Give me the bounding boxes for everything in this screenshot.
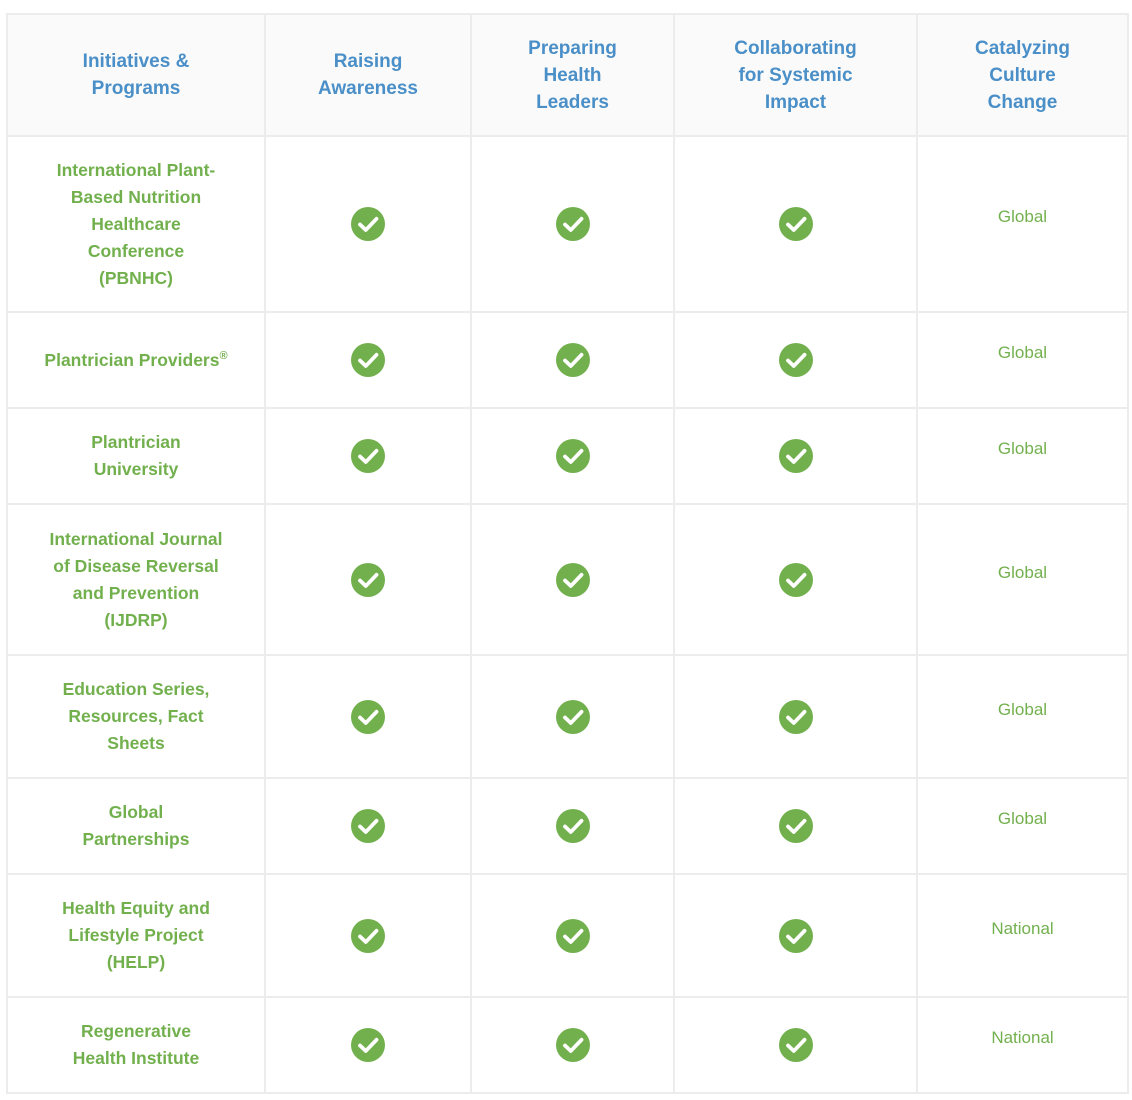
check-circle-icon — [350, 808, 386, 844]
header-preparing-health-leaders: Preparing Health Leaders — [470, 13, 675, 137]
scope-label: National — [991, 1028, 1054, 1047]
cell-collaborating-systemic-impact — [673, 996, 918, 1094]
header-raising-awareness: Raising Awareness — [264, 13, 472, 137]
check-circle-icon — [555, 342, 591, 378]
program-name-cell: Regenerative Health Institute — [6, 996, 266, 1094]
header-catalyzing-culture-change: Catalyzing Culture Change — [916, 13, 1129, 137]
registered-mark: ® — [219, 349, 228, 362]
scope-label: Global — [997, 699, 1048, 719]
header-collaborating-systemic-impact: Collaborating for Systemic Impact — [673, 13, 918, 137]
check-circle-icon — [350, 918, 386, 954]
cell-catalyzing-culture-change: Global — [916, 135, 1129, 313]
program-name: Global Partnerships — [82, 802, 190, 849]
cell-preparing-health-leaders — [470, 135, 675, 313]
cell-collaborating-systemic-impact — [673, 873, 918, 998]
program-name: International Journal of Disease Reversa… — [49, 528, 223, 630]
program-name-cell: International Plant-Based Nutrition Heal… — [6, 135, 266, 313]
cell-raising-awareness — [264, 311, 472, 409]
cell-collaborating-systemic-impact — [673, 311, 918, 409]
cell-raising-awareness — [264, 407, 472, 505]
cell-raising-awareness — [264, 135, 472, 313]
check-circle-icon — [555, 206, 591, 242]
scope-label: Global — [997, 207, 1048, 226]
table-row: Regenerative Health Institute National — [6, 996, 1129, 1094]
cell-collaborating-systemic-impact — [673, 503, 918, 656]
cell-catalyzing-culture-change: Global — [916, 503, 1129, 656]
program-name: Education Series, Resources, Fact Sheets — [62, 679, 210, 753]
program-name: Plantrician Providers — [44, 349, 220, 370]
check-circle-icon — [778, 918, 814, 954]
check-circle-icon — [555, 1027, 591, 1063]
table-row: Plantrician University Global — [6, 407, 1129, 505]
check-circle-icon — [555, 699, 591, 735]
program-name-cell: Health Equity and Lifestyle Project (HEL… — [6, 873, 266, 998]
cell-raising-awareness — [264, 873, 472, 998]
check-circle-icon — [778, 699, 814, 735]
check-circle-icon — [555, 562, 591, 598]
cell-catalyzing-culture-change: Global — [916, 311, 1129, 409]
check-circle-icon — [778, 438, 814, 474]
cell-raising-awareness — [264, 777, 472, 875]
program-name-cell: International Journal of Disease Reversa… — [6, 503, 266, 656]
scope-label: Global — [997, 809, 1048, 828]
cell-preparing-health-leaders — [470, 873, 675, 998]
check-circle-icon — [778, 562, 814, 598]
check-circle-icon — [350, 342, 386, 378]
check-circle-icon — [555, 808, 591, 844]
table-row: Education Series, Resources, Fact Sheets… — [6, 654, 1129, 779]
cell-raising-awareness — [264, 503, 472, 656]
cell-preparing-health-leaders — [470, 503, 675, 656]
cell-catalyzing-culture-change: Global — [916, 407, 1129, 505]
scope-label: Global — [997, 439, 1048, 458]
cell-collaborating-systemic-impact — [673, 777, 918, 875]
check-circle-icon — [778, 1027, 814, 1063]
cell-catalyzing-culture-change: National — [916, 996, 1129, 1094]
initiatives-table: Initiatives & Programs Raising Awareness… — [6, 13, 1129, 1094]
table-row: Health Equity and Lifestyle Project (HEL… — [6, 873, 1129, 998]
scope-label: Global — [997, 562, 1048, 582]
cell-preparing-health-leaders — [470, 311, 675, 409]
check-circle-icon — [555, 918, 591, 954]
cell-preparing-health-leaders — [470, 996, 675, 1094]
program-name: Health Equity and Lifestyle Project (HEL… — [62, 898, 210, 972]
cell-catalyzing-culture-change: Global — [916, 777, 1129, 875]
cell-raising-awareness — [264, 654, 472, 779]
check-circle-icon — [350, 699, 386, 735]
cell-collaborating-systemic-impact — [673, 135, 918, 313]
check-circle-icon — [350, 562, 386, 598]
cell-raising-awareness — [264, 996, 472, 1094]
scope-label: National — [991, 918, 1054, 938]
cell-collaborating-systemic-impact — [673, 654, 918, 779]
check-circle-icon — [778, 206, 814, 242]
program-name-cell: Plantrician Providers® — [6, 311, 266, 409]
program-name-cell: Education Series, Resources, Fact Sheets — [6, 654, 266, 779]
check-circle-icon — [350, 206, 386, 242]
program-name: Regenerative Health Institute — [72, 1021, 200, 1068]
header-initiatives-programs: Initiatives & Programs — [6, 13, 266, 137]
table-row: Plantrician Providers® Global — [6, 311, 1129, 409]
scope-label: Global — [997, 343, 1048, 362]
table-row: Global Partnerships Global — [6, 777, 1129, 875]
check-circle-icon — [778, 342, 814, 378]
program-name-cell: Global Partnerships — [6, 777, 266, 875]
check-circle-icon — [778, 808, 814, 844]
cell-preparing-health-leaders — [470, 407, 675, 505]
check-circle-icon — [350, 1027, 386, 1063]
table-row: International Journal of Disease Reversa… — [6, 503, 1129, 656]
program-name: Plantrician University — [91, 432, 181, 479]
check-circle-icon — [555, 438, 591, 474]
cell-collaborating-systemic-impact — [673, 407, 918, 505]
cell-catalyzing-culture-change: Global — [916, 654, 1129, 779]
header-row: Initiatives & Programs Raising Awareness… — [6, 13, 1129, 137]
program-name-cell: Plantrician University — [6, 407, 266, 505]
cell-preparing-health-leaders — [470, 654, 675, 779]
check-circle-icon — [350, 438, 386, 474]
cell-catalyzing-culture-change: National — [916, 873, 1129, 998]
table-row: International Plant-Based Nutrition Heal… — [6, 135, 1129, 313]
cell-preparing-health-leaders — [470, 777, 675, 875]
program-name: International Plant-Based Nutrition Heal… — [56, 159, 216, 288]
